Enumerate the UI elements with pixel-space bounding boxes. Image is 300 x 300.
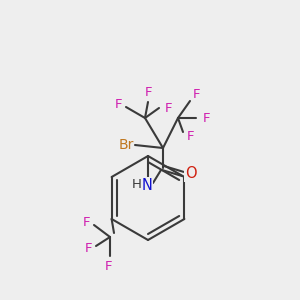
Text: F: F — [192, 88, 200, 101]
Text: H: H — [132, 178, 142, 191]
Text: F: F — [202, 112, 210, 124]
Text: F: F — [84, 242, 92, 254]
Text: F: F — [187, 130, 195, 143]
Text: F: F — [104, 260, 112, 272]
Text: N: N — [142, 178, 152, 193]
Text: F: F — [144, 86, 152, 100]
Text: O: O — [185, 167, 197, 182]
Text: F: F — [164, 101, 172, 115]
Text: F: F — [114, 98, 122, 112]
Text: F: F — [82, 215, 90, 229]
Text: Br: Br — [118, 138, 134, 152]
